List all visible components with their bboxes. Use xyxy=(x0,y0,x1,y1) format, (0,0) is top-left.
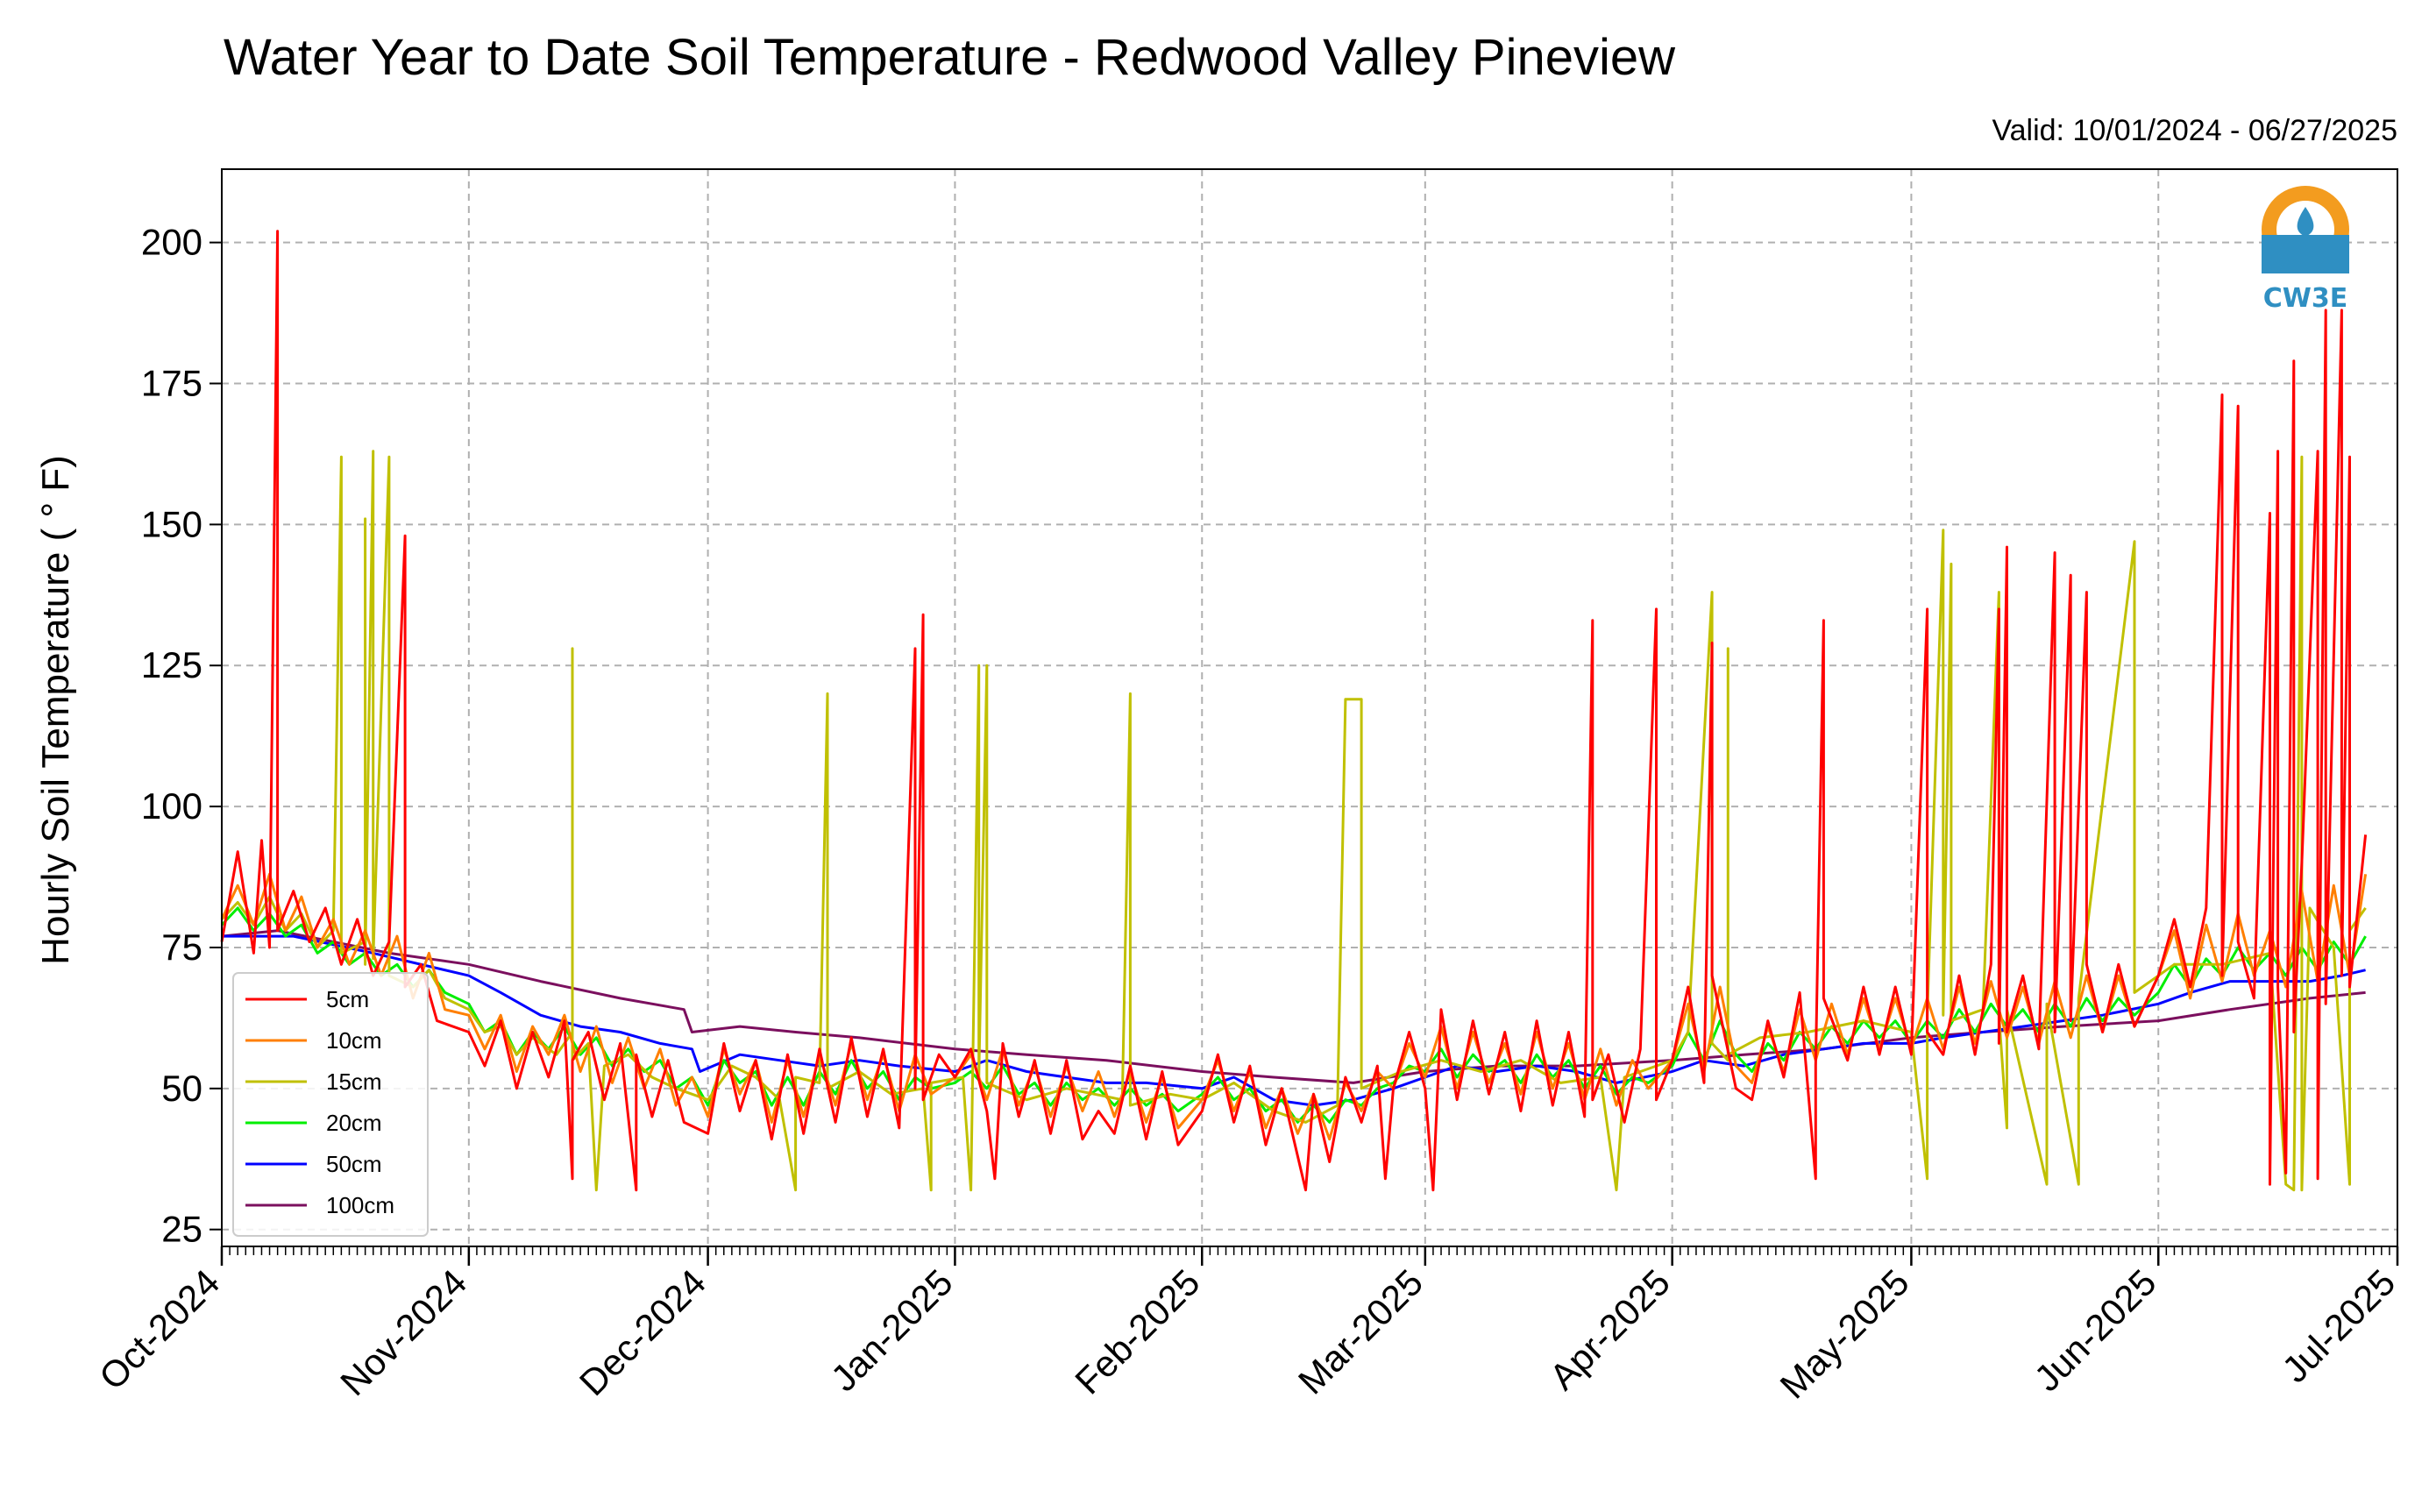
logo-text: CW3E xyxy=(2263,283,2347,314)
x-tick-label: May-2025 xyxy=(1772,1261,1916,1406)
y-axis-label: Hourly Soil Temperature ( ° F) xyxy=(34,455,77,965)
y-tick-label: 200 xyxy=(141,222,202,263)
logo-drop-icon xyxy=(2297,207,2314,237)
x-tick-label: Dec-2024 xyxy=(572,1261,714,1403)
legend-label-15cm: 15cm xyxy=(326,1068,382,1095)
chart-title: Water Year to Date Soil Temperature - Re… xyxy=(224,29,1676,86)
legend-box xyxy=(232,972,429,1237)
logo-wave-icon xyxy=(2262,235,2349,273)
x-tick-label: Feb-2025 xyxy=(1067,1261,1207,1402)
y-tick-label: 75 xyxy=(161,926,202,968)
series-line-10cm xyxy=(220,872,2368,1141)
series-line-15cm xyxy=(220,450,2367,1192)
series-line-5cm xyxy=(220,230,2368,1192)
x-tick-label: Jul-2025 xyxy=(2274,1261,2403,1390)
legend-label-50cm: 50cm xyxy=(326,1151,382,1177)
x-tick-label: Apr-2025 xyxy=(1542,1261,1678,1397)
legend-label-20cm: 20cm xyxy=(326,1110,382,1136)
axis-ticks: 25 50 75 100 125 150 175 200 Oct-2024 Nov-2024 Dec… xyxy=(91,222,2403,1407)
x-tick-label: Nov-2024 xyxy=(332,1261,474,1403)
series-layer xyxy=(220,230,2368,1192)
x-tick-label: Jun-2025 xyxy=(2027,1261,2164,1399)
y-tick-label: 125 xyxy=(141,644,202,685)
plot-frame xyxy=(221,168,2398,1247)
x-tick-label: Oct-2024 xyxy=(91,1261,227,1397)
chart-subtitle: Valid: 10/01/2024 - 06/27/2025 xyxy=(1992,114,2397,147)
y-tick-label: 50 xyxy=(161,1068,202,1109)
legend-label-10cm: 10cm xyxy=(326,1027,382,1054)
x-axis-minor-ticks xyxy=(221,1246,2398,1255)
y-tick-label: 175 xyxy=(141,363,202,404)
y-tick-label: 150 xyxy=(141,503,202,544)
legend: 5cm 10cm 15cm 20cm 50cm 100cm xyxy=(232,972,429,1237)
y-tick-label: 25 xyxy=(161,1209,202,1250)
y-tick-label: 100 xyxy=(141,785,202,827)
x-tick-label: Jan-2025 xyxy=(823,1261,961,1399)
cw3e-logo: CW3E xyxy=(2262,186,2349,314)
legend-label-5cm: 5cm xyxy=(326,986,369,1012)
legend-label-100cm: 100cm xyxy=(326,1192,394,1218)
x-tick-label: Mar-2025 xyxy=(1290,1261,1431,1402)
